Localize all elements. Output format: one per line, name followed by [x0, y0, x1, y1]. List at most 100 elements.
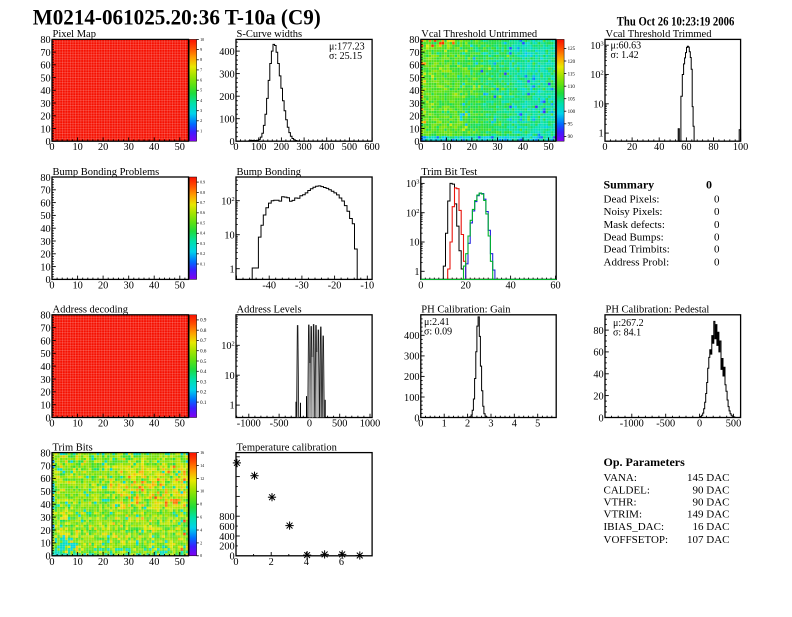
svg-text:σ: 0.09: σ: 0.09: [424, 327, 452, 338]
svg-text:60: 60: [593, 348, 603, 359]
svg-text:9: 9: [200, 47, 202, 52]
svg-text:0.4: 0.4: [200, 231, 205, 236]
svg-text:0: 0: [49, 280, 54, 291]
svg-text:107 DAC: 107 DAC: [687, 534, 729, 546]
svg-text:95: 95: [568, 123, 574, 128]
svg-text:0: 0: [230, 552, 235, 563]
svg-text:400: 400: [404, 331, 419, 342]
svg-text:20: 20: [627, 142, 637, 153]
svg-text:102: 102: [590, 70, 604, 82]
svg-text:0.2: 0.2: [200, 251, 205, 256]
svg-text:50: 50: [175, 142, 185, 153]
svg-text:60: 60: [681, 142, 691, 153]
svg-text:0: 0: [46, 413, 51, 424]
svg-text:102: 102: [406, 208, 420, 220]
svg-text:1: 1: [442, 419, 447, 430]
svg-text:VTHR:: VTHR:: [604, 497, 637, 509]
svg-text:50: 50: [40, 73, 50, 84]
svg-text:0.3: 0.3: [200, 241, 205, 246]
svg-text:90: 90: [568, 135, 574, 140]
svg-text:0.5: 0.5: [200, 360, 207, 365]
svg-text:70: 70: [409, 48, 419, 59]
svg-text:1: 1: [230, 264, 235, 275]
svg-text:20: 20: [98, 142, 108, 153]
svg-text:60: 60: [40, 336, 50, 347]
svg-text:σ: 84.1: σ: 84.1: [613, 328, 641, 339]
svg-text:105: 105: [568, 97, 576, 102]
svg-text:0: 0: [414, 413, 419, 424]
svg-text:80: 80: [40, 448, 50, 459]
svg-text:10: 10: [40, 262, 50, 273]
svg-text:Trim Bits: Trim Bits: [53, 442, 93, 453]
svg-text:103: 103: [406, 179, 420, 191]
svg-text:40: 40: [149, 557, 159, 568]
svg-text:0: 0: [233, 142, 238, 153]
svg-text:CALDEL:: CALDEL:: [604, 485, 650, 497]
svg-text:0: 0: [49, 419, 54, 430]
svg-text:100: 100: [404, 393, 419, 404]
svg-text:125: 125: [568, 47, 576, 52]
svg-text:60: 60: [409, 61, 419, 72]
svg-text:VANA:: VANA:: [604, 472, 637, 484]
svg-text:10: 10: [72, 419, 82, 430]
svg-text:70: 70: [40, 461, 50, 472]
svg-text:1: 1: [200, 128, 202, 133]
svg-text:120: 120: [568, 60, 576, 65]
svg-text:Vcal Threshold Trimmed: Vcal Threshold Trimmed: [606, 29, 713, 40]
svg-text:μ:2.41: μ:2.41: [424, 317, 450, 328]
svg-text:80: 80: [40, 173, 50, 184]
svg-text:16: 16: [200, 450, 204, 455]
svg-text:0.9: 0.9: [200, 180, 205, 185]
svg-text:30: 30: [124, 557, 134, 568]
svg-text:200: 200: [404, 372, 419, 383]
svg-text:200: 200: [219, 542, 234, 553]
svg-text:40: 40: [149, 280, 159, 291]
svg-text:30: 30: [124, 142, 134, 153]
svg-text:100: 100: [568, 110, 576, 115]
svg-text:200: 200: [274, 142, 289, 153]
svg-text:40: 40: [40, 500, 50, 511]
svg-text:40: 40: [40, 362, 50, 373]
svg-text:40: 40: [409, 86, 419, 97]
svg-text:50: 50: [175, 557, 185, 568]
svg-text:2: 2: [465, 419, 470, 430]
svg-text:149 DAC: 149 DAC: [687, 509, 729, 521]
svg-text:10: 10: [40, 124, 50, 135]
svg-text:40: 40: [654, 142, 664, 153]
svg-text:σ: 25.15: σ: 25.15: [329, 51, 362, 62]
svg-text:600: 600: [219, 522, 234, 533]
svg-text:30: 30: [492, 142, 502, 153]
svg-text:100: 100: [251, 142, 266, 153]
svg-text:14: 14: [200, 463, 204, 468]
svg-text:20: 20: [40, 526, 50, 537]
svg-text:σ: 1.42: σ: 1.42: [611, 50, 639, 61]
svg-text:10: 10: [593, 99, 603, 110]
svg-text:50: 50: [175, 419, 185, 430]
svg-text:300: 300: [219, 69, 234, 80]
svg-text:60: 60: [550, 280, 560, 291]
svg-text:Thu Oct 26 10:23:19 2006: Thu Oct 26 10:23:19 2006: [617, 15, 735, 29]
svg-text:1: 1: [599, 129, 604, 140]
svg-text:60: 60: [40, 198, 50, 209]
svg-text:0: 0: [414, 137, 419, 148]
svg-text:0.7: 0.7: [200, 339, 207, 344]
svg-text:0.9: 0.9: [200, 319, 207, 324]
svg-text:Address Probl:: Address Probl:: [604, 256, 670, 268]
svg-text:1000: 1000: [360, 419, 381, 430]
svg-text:μ:177.23: μ:177.23: [329, 42, 365, 53]
svg-text:50: 50: [40, 487, 50, 498]
svg-text:S-Curve widths: S-Curve widths: [237, 29, 303, 40]
svg-text:-10: -10: [360, 280, 374, 291]
svg-text:-500: -500: [656, 419, 675, 430]
svg-text:80: 80: [409, 35, 419, 46]
svg-text:10: 10: [40, 401, 50, 412]
svg-text:70: 70: [40, 48, 50, 59]
svg-text:0: 0: [230, 137, 235, 148]
svg-text:20: 20: [98, 557, 108, 568]
svg-text:PH Calibration: Pedestal: PH Calibration: Pedestal: [606, 305, 710, 316]
svg-text:300: 300: [296, 142, 311, 153]
svg-text:4: 4: [200, 527, 202, 532]
svg-text:10: 10: [409, 238, 419, 249]
svg-text:10: 10: [200, 37, 204, 42]
svg-text:0.6: 0.6: [200, 210, 205, 215]
